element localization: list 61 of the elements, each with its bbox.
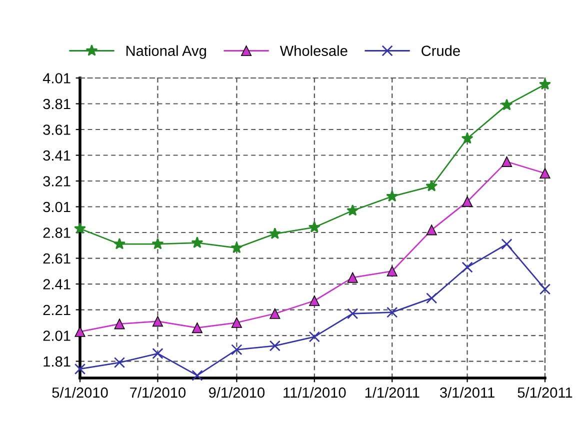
point xyxy=(386,266,398,276)
point xyxy=(74,222,86,234)
point xyxy=(74,326,86,337)
x-tick-label: 9/1/2010 xyxy=(209,387,265,398)
point xyxy=(426,180,438,192)
legend-label: Wholesale xyxy=(280,45,348,56)
point xyxy=(501,238,512,250)
y-tick-label: 3.61 xyxy=(43,124,70,135)
point xyxy=(346,204,359,216)
point xyxy=(426,224,437,236)
x-tick-label: 1/1/2011 xyxy=(365,387,420,398)
y-tick-label: 2.21 xyxy=(43,304,70,316)
x-tick-label: 3/1/2011 xyxy=(440,387,494,398)
point xyxy=(152,316,163,327)
x-tick-label: 7/1/2010 xyxy=(130,387,186,398)
y-tick-label: 3.81 xyxy=(43,98,70,110)
point xyxy=(231,344,242,356)
point xyxy=(191,236,204,248)
x-tick-label: 5/1/2011 xyxy=(518,387,572,398)
point xyxy=(462,262,473,273)
point xyxy=(500,98,513,110)
point xyxy=(74,363,86,375)
y-tick-label: 2.81 xyxy=(43,228,70,238)
point xyxy=(114,318,125,330)
point xyxy=(114,238,126,250)
point xyxy=(270,308,280,319)
y-tick-label: 3.41 xyxy=(43,150,70,161)
y-tick-label: 1.81 xyxy=(44,356,70,367)
point xyxy=(386,190,398,202)
y-tick-label: 2.41 xyxy=(43,279,70,290)
point xyxy=(268,228,281,239)
point xyxy=(426,292,438,304)
point xyxy=(230,242,243,254)
point xyxy=(386,306,398,318)
y-tick-label: 2.01 xyxy=(43,330,70,341)
point xyxy=(269,340,280,352)
legend-label: Crude xyxy=(422,45,460,56)
point xyxy=(347,308,358,320)
y-tick-label: 4.01 xyxy=(42,73,70,84)
point xyxy=(114,356,126,368)
y-tick-label: 2.61 xyxy=(43,253,70,264)
y-tick-label: 3.21 xyxy=(43,176,70,186)
point xyxy=(461,132,474,144)
y-tick-label: 3.01 xyxy=(43,202,70,212)
point xyxy=(347,272,358,283)
point xyxy=(192,322,202,334)
point xyxy=(539,78,551,90)
point xyxy=(462,196,473,207)
point xyxy=(152,348,164,360)
point xyxy=(308,331,320,342)
point xyxy=(192,370,203,381)
point xyxy=(309,295,320,306)
x-tick-label: 5/1/2010 xyxy=(52,387,108,398)
point xyxy=(308,221,320,233)
point xyxy=(502,156,512,167)
point xyxy=(152,238,164,250)
point xyxy=(540,168,550,179)
x-tick-label: 11/1/2010 xyxy=(284,387,346,398)
point xyxy=(231,317,242,328)
point xyxy=(539,284,551,295)
legend-label: National Avg xyxy=(126,45,206,59)
